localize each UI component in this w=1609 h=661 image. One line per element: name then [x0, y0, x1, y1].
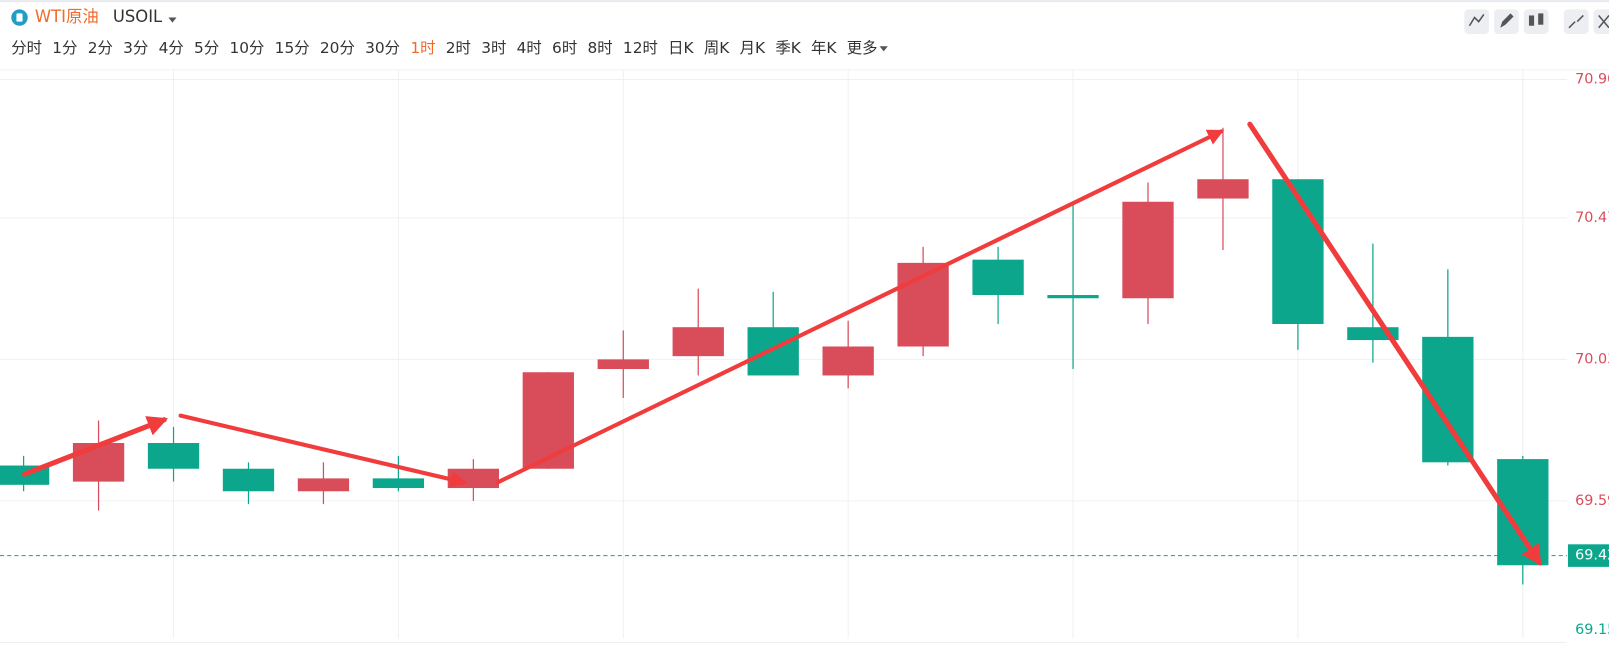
arrow [1247, 121, 1542, 566]
period-tab[interactable]: 季K [775, 39, 801, 57]
candle-body [1197, 179, 1249, 199]
symbol-icon-mark [16, 13, 23, 22]
tool-icon [1568, 14, 1584, 29]
period-tab[interactable]: 月K [740, 39, 766, 57]
candle-body [1047, 295, 1099, 299]
candle-body [522, 372, 574, 469]
tool-buttons [1464, 9, 1609, 34]
candle-body [1122, 201, 1174, 299]
price-axis: 70.90 70.47 70.03 69.59 69.15 69.42 [1567, 72, 1609, 638]
grid [0, 69, 1609, 643]
plot [0, 127, 1567, 585]
tool-icon [1500, 13, 1514, 28]
arrow [495, 129, 1225, 485]
candle-body [822, 346, 874, 376]
candle-body [372, 478, 425, 489]
tool-icon [1468, 13, 1485, 27]
tool-button[interactable] [1593, 9, 1609, 34]
period-tab[interactable]: 6时 [552, 39, 577, 57]
y-tick-label: 69.15 [1575, 622, 1609, 638]
tool-icon [1598, 14, 1609, 29]
tool-button[interactable] [1464, 9, 1489, 34]
period-tab[interactable]: 30分 [365, 39, 400, 57]
period-tab[interactable]: 1时 [410, 39, 435, 57]
instrument-name[interactable]: WTI原油 [35, 7, 99, 26]
candle-body [147, 443, 200, 469]
dropdown-caret [879, 46, 888, 52]
period-tab[interactable]: 更多 [847, 39, 878, 57]
last-price-label: 69.42 [1575, 548, 1609, 564]
period-tab[interactable]: 周K [704, 39, 730, 57]
y-tick-label: 70.47 [1575, 210, 1609, 226]
candle-body [597, 359, 649, 370]
period-tab[interactable]: 3分 [123, 39, 148, 57]
last-price-badge [1567, 544, 1609, 567]
period-tab[interactable]: 4时 [517, 39, 542, 57]
period-tab[interactable]: 4分 [159, 39, 184, 57]
candle-body [1272, 179, 1324, 324]
arrow [178, 413, 468, 488]
y-tick-label: 70.90 [1575, 72, 1609, 88]
annotations [22, 121, 1542, 566]
y-tick-label: 70.03 [1575, 351, 1609, 367]
period-tab[interactable]: 2分 [88, 39, 113, 57]
period-tab[interactable]: 15分 [275, 39, 310, 57]
period-tab[interactable]: 1分 [52, 39, 77, 57]
period-tab[interactable]: 分时 [11, 39, 42, 57]
period-tab[interactable]: 10分 [229, 39, 264, 57]
candle-body [72, 443, 125, 482]
instrument-symbol[interactable]: USOIL [113, 7, 163, 26]
tool-icon [1528, 15, 1535, 26]
period-tab[interactable]: 8时 [587, 39, 612, 57]
candle-body [222, 468, 275, 492]
period-tab[interactable]: 日K [668, 39, 694, 57]
candle-body [672, 327, 724, 357]
tool-icon [1538, 13, 1544, 25]
dropdown-caret[interactable] [168, 17, 177, 23]
period-tabs: 分时 1分 2分 3分 4分 5分 10分 15分 20分 30分 1时 2时 3时 4时 6时 8时 12时日… [11, 39, 888, 57]
arrow [22, 416, 169, 477]
period-tab[interactable]: 3时 [481, 39, 506, 57]
candle-body [972, 259, 1024, 296]
candle-body [297, 478, 350, 492]
period-tab[interactable]: 20分 [320, 39, 355, 57]
tool-button[interactable] [1523, 9, 1549, 34]
y-tick-label: 69.59 [1575, 493, 1609, 509]
period-tab[interactable]: 12时 [623, 39, 658, 57]
candle-body [747, 327, 799, 376]
period-tab[interactable]: 2时 [446, 39, 471, 57]
tool-button[interactable] [1563, 9, 1589, 34]
period-tab[interactable]: 年K [811, 39, 837, 57]
period-tab[interactable]: 5分 [194, 39, 219, 57]
